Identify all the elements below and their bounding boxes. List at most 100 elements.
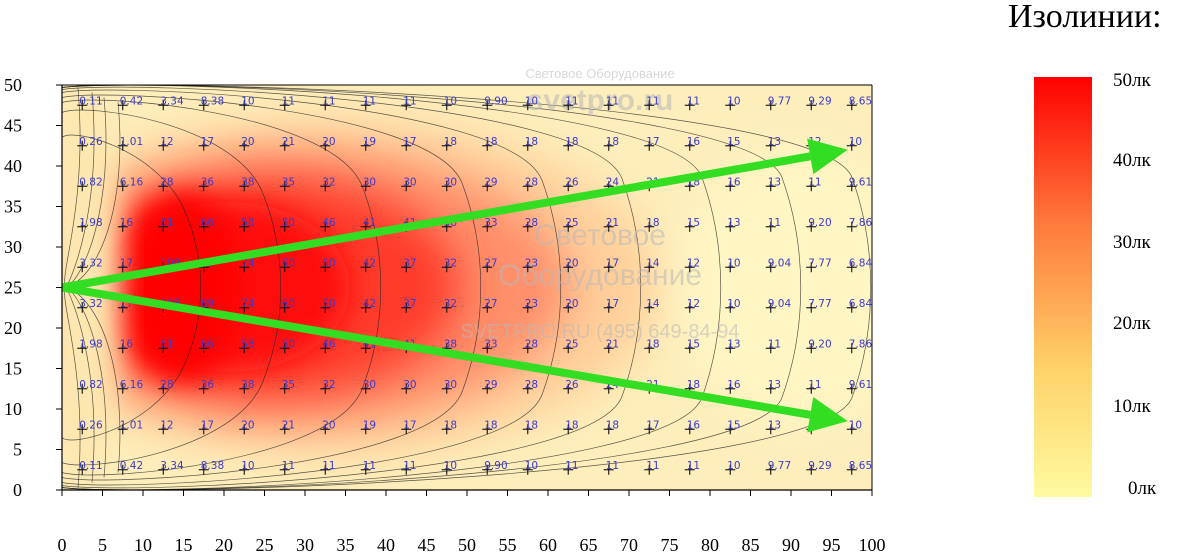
isoline (62, 94, 482, 481)
y-tick-label: 30 (4, 237, 22, 257)
point-value: 3.34 (160, 95, 184, 107)
measurement-point: 28 (522, 217, 538, 232)
point-value: 16 (120, 217, 134, 229)
point-value: 6.84 (849, 298, 873, 310)
point-value: 28 (160, 379, 173, 391)
measurement-point: 21 (279, 419, 295, 435)
measurement-point: 19 (360, 419, 376, 435)
measurement-point: 17 (644, 419, 660, 435)
point-value: 13 (768, 176, 781, 188)
point-value: 12 (687, 298, 700, 310)
measurement-point: 0.82 (77, 176, 103, 192)
measurement-point: 18 (563, 419, 579, 435)
point-value: 3.34 (160, 460, 184, 472)
point-value: 15 (727, 136, 740, 148)
point-value: 23 (525, 298, 538, 310)
point-value: 50 (322, 257, 335, 269)
x-tick-label: 15 (175, 535, 193, 553)
point-value: 28 (525, 176, 538, 188)
measurement-point: 37 (401, 298, 417, 313)
point-value: 18 (687, 379, 700, 391)
point-value: 9.61 (849, 176, 872, 188)
x-tick-label: 0 (58, 535, 67, 553)
legend-title: Изолинии: (1008, 0, 1162, 35)
point-value: 10 (849, 419, 862, 431)
measurement-point: 11 (401, 95, 417, 111)
y-tick-label: 10 (4, 399, 22, 419)
point-value: 30 (403, 176, 416, 188)
measurement-point: 12 (158, 419, 174, 435)
measurement-point: 10 (725, 257, 741, 273)
isoline (62, 85, 872, 490)
measurement-point: 11 (603, 95, 619, 111)
isolines (62, 85, 872, 490)
measurement-point: 29 (482, 379, 498, 394)
point-value: 9.90 (484, 95, 507, 107)
point-value: 16 (120, 338, 134, 350)
point-value: 50 (282, 217, 295, 229)
x-tick-label: 30 (296, 535, 314, 553)
measurement-point: 58 (239, 338, 255, 354)
point-value: 20 (565, 257, 578, 269)
point-value: 17 (403, 136, 416, 148)
measurement-point: 10 (725, 460, 741, 475)
measurement-point: 6.16 (117, 379, 143, 394)
point-value: 30 (444, 379, 457, 391)
point-value: 11 (808, 379, 821, 391)
measurement-point: 61 (158, 338, 174, 354)
measurement-point: 11 (320, 95, 336, 111)
x-axis-ticks: 0 5 10 15 20 25 30 35 40 45 50 55 60 65 70 75 80 85 90 95 10… (58, 490, 886, 553)
point-value: 25 (565, 217, 578, 229)
measurement-point: 11 (360, 95, 376, 111)
point-value: 9.29 (808, 460, 831, 472)
measurement-point: 27 (482, 257, 498, 273)
measurement-point: 7.77 (806, 257, 832, 273)
measurement-point: 20 (320, 136, 336, 151)
point-value: 89 (201, 298, 214, 310)
measurement-point: 20 (320, 419, 336, 435)
measurement-point: 11 (644, 95, 660, 111)
measurement-point: 32 (320, 176, 336, 192)
point-value: 11 (403, 460, 416, 472)
measurement-point: 50 (320, 257, 336, 273)
measurement-point: 21 (603, 217, 619, 232)
point-value: 11 (606, 95, 619, 107)
point-value: 0.26 (79, 136, 103, 148)
point-value: 50 (322, 298, 335, 310)
point-value: 19 (363, 136, 376, 148)
point-value: 18 (444, 419, 457, 431)
point-value: 58 (241, 338, 254, 350)
point-value: 18 (646, 217, 659, 229)
measurement-point: 46 (320, 217, 336, 232)
measurement-point: 18 (603, 419, 619, 435)
measurement-point: 9.20 (806, 338, 832, 354)
measurement-point: 20 (563, 298, 579, 313)
x-tick-label: 55 (499, 535, 517, 553)
measurement-point: 1.98 (77, 217, 103, 232)
isoline (62, 86, 642, 489)
point-value: 9.90 (484, 460, 507, 472)
measurement-point: 9.77 (765, 460, 791, 475)
point-value: 20 (322, 136, 335, 148)
measurement-point: 30 (360, 379, 376, 394)
measurement-point: 74 (239, 298, 255, 313)
measurement-point: 10 (441, 95, 457, 111)
measurement-point: 30 (441, 379, 457, 394)
point-value: 30 (444, 176, 457, 188)
svg-text:SVETPRO.RU (495) 649-84-94: SVETPRO.RU (495) 649-84-94 (460, 321, 739, 343)
point-value: 21 (606, 338, 619, 350)
legend-label-30: 30лк (1113, 232, 1151, 253)
point-value: 0.26 (79, 419, 103, 431)
measurement-point: 18 (644, 217, 660, 232)
point-value: 60 (282, 298, 295, 310)
measurement-point: 0.42 (117, 95, 143, 111)
x-tick-label: 25 (256, 535, 274, 553)
point-value: 30 (363, 379, 376, 391)
measurement-points: 0.11 0.42 3.34 8.38 10 11 11 11 11 10 9.90 10 11 11 11… (77, 95, 872, 475)
measurement-point: 18 (563, 136, 579, 151)
point-value: 10 (727, 460, 740, 472)
point-value: 17 (120, 257, 133, 269)
point-value: 10 (727, 95, 740, 107)
measurement-point: 0.11 (77, 460, 103, 475)
measurement-point: 11 (684, 460, 700, 475)
